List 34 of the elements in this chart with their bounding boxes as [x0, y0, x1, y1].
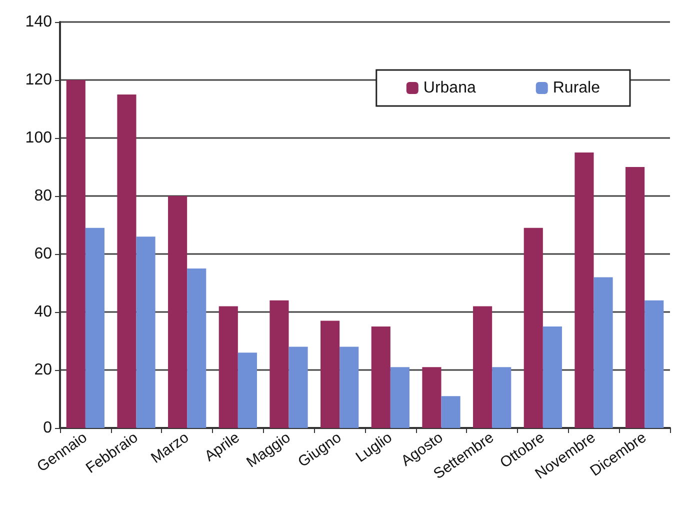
bar — [371, 326, 390, 428]
bar — [390, 367, 410, 428]
y-tick-label: 40 — [34, 304, 52, 320]
bar — [644, 300, 664, 428]
bar — [66, 80, 86, 428]
bar — [117, 94, 136, 428]
y-tick-label: 60 — [34, 246, 52, 262]
bar — [238, 352, 257, 428]
legend-label: Rurale — [552, 80, 600, 96]
bar — [626, 167, 645, 428]
bar — [492, 367, 512, 428]
y-tick-label: 20 — [34, 362, 52, 378]
bar — [441, 396, 460, 428]
y-tick-label: 140 — [25, 14, 52, 30]
bar — [574, 152, 594, 428]
y-tick-label: 120 — [25, 72, 52, 88]
bar — [594, 277, 613, 428]
bar — [168, 196, 188, 428]
y-tick-label: 100 — [25, 130, 52, 146]
bar — [542, 326, 562, 428]
bar — [136, 236, 156, 428]
bar — [187, 268, 206, 428]
bar — [270, 300, 289, 428]
bar — [320, 320, 340, 428]
bar — [422, 367, 442, 428]
bar — [218, 306, 238, 428]
bar — [473, 306, 492, 428]
bar — [288, 346, 308, 428]
y-tick-label: 0 — [43, 420, 52, 436]
legend-label: Urbana — [423, 80, 476, 96]
y-tick-label: 80 — [34, 188, 52, 204]
bar — [340, 346, 359, 428]
bar — [524, 228, 543, 428]
bar — [85, 228, 104, 428]
